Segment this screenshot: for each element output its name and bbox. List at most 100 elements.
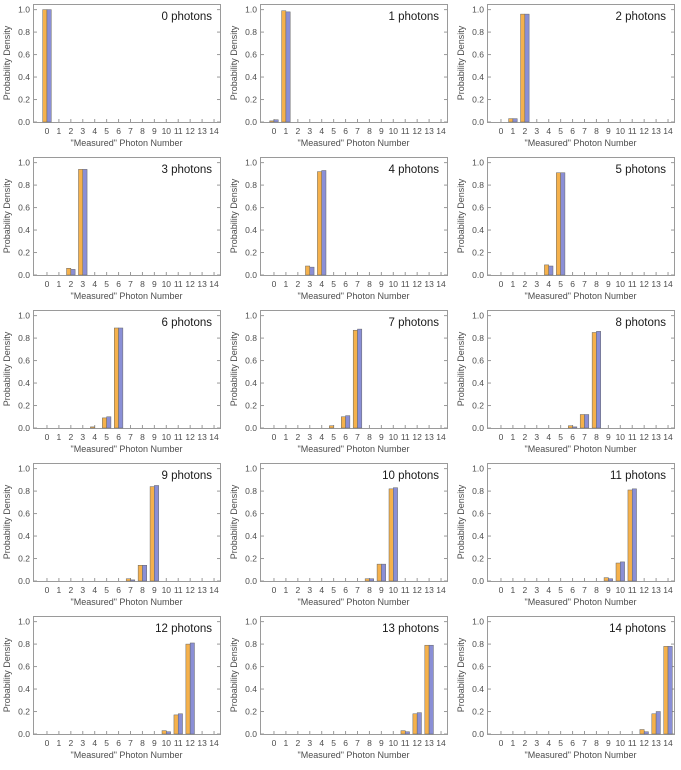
- bar-series-a: [137, 565, 143, 582]
- y-tick-label: 1.0: [18, 464, 30, 474]
- y-tick-label: 1.0: [245, 5, 257, 15]
- panel-title: 9 photons: [161, 470, 212, 482]
- x-tick-label: 12: [185, 585, 195, 595]
- x-tick-label: 11: [401, 738, 410, 748]
- x-tick-label: 1: [511, 126, 516, 136]
- plot-frame: [260, 157, 448, 276]
- bar-series-a: [341, 416, 346, 429]
- x-tick-label: 1: [57, 585, 62, 595]
- x-tick-label: 3: [80, 585, 85, 595]
- y-tick-label: 0.2: [472, 401, 484, 411]
- bar-series-a: [615, 562, 621, 582]
- plot-frame: [33, 310, 221, 429]
- x-tick-label: 1: [57, 738, 62, 748]
- bar-series-a: [400, 730, 406, 735]
- bar-series-a: [663, 646, 669, 735]
- bar-series-a: [412, 713, 418, 735]
- bar-series-b: [166, 731, 171, 735]
- y-tick-label: 0.2: [472, 554, 484, 564]
- x-tick-label: 8: [594, 432, 599, 442]
- plot-frame: [487, 310, 675, 429]
- x-tick-label: 14: [436, 738, 446, 748]
- x-tick-label: 5: [104, 279, 109, 289]
- x-axis-label: "Measured" Photon Number: [525, 138, 637, 148]
- x-tick-label: 6: [116, 279, 121, 289]
- x-tick-label: 8: [140, 432, 145, 442]
- bar-series-b: [345, 415, 351, 429]
- x-tick-label: 1: [511, 738, 516, 748]
- y-tick-label: 0.4: [245, 72, 257, 82]
- x-tick-label: 12: [185, 738, 195, 748]
- bar-series-b: [321, 170, 327, 276]
- y-tick-label: 0.2: [18, 554, 30, 564]
- y-tick-label: 0.6: [245, 509, 257, 519]
- x-axis-label: "Measured" Photon Number: [71, 750, 183, 760]
- plot-frame: [260, 463, 448, 582]
- y-axis-label: Probability Density: [2, 484, 12, 559]
- y-tick-label: 1.0: [245, 464, 257, 474]
- x-tick-label: 9: [379, 738, 384, 748]
- y-axis-label: Probability Density: [456, 25, 466, 100]
- bar-series-a: [579, 414, 585, 429]
- x-tick-label: 8: [367, 585, 372, 595]
- x-tick-label: 4: [92, 585, 97, 595]
- x-tick-label: 10: [162, 432, 172, 442]
- x-tick-label: 10: [389, 279, 399, 289]
- y-tick-label: 0.8: [18, 486, 30, 496]
- x-tick-label: 13: [424, 432, 434, 442]
- x-tick-label: 10: [389, 738, 399, 748]
- x-tick-label: 3: [307, 432, 312, 442]
- x-tick-label: 6: [570, 585, 575, 595]
- x-tick-label: 1: [284, 432, 289, 442]
- y-tick-label: 1.0: [245, 158, 257, 168]
- x-tick-label: 9: [152, 432, 157, 442]
- chart-panel: 0.00.20.40.60.81.00 1 2 3 4 5 6 7 8 9 10 11 12 13 1413…: [229, 616, 448, 760]
- x-tick-label: 8: [140, 126, 145, 136]
- x-tick-label: 8: [594, 738, 599, 748]
- x-tick-label: 13: [651, 585, 661, 595]
- x-tick-label: 7: [355, 432, 360, 442]
- bar-series-b: [369, 578, 374, 582]
- x-axis-label: "Measured" Photon Number: [71, 138, 183, 148]
- plot-frame: [260, 4, 448, 123]
- x-tick-label: 11: [401, 126, 410, 136]
- y-tick-label: 0.8: [245, 180, 257, 190]
- x-tick-label: 8: [140, 738, 145, 748]
- x-tick-label: 4: [319, 585, 324, 595]
- x-tick-label: 11: [628, 432, 637, 442]
- panel-title: 12 photons: [155, 623, 212, 635]
- bar-series-b: [596, 331, 601, 429]
- x-tick-label: 5: [104, 738, 109, 748]
- bar-series-b: [118, 327, 124, 429]
- y-tick-label: 0.0: [18, 117, 30, 127]
- x-tick-label: 2: [295, 585, 300, 595]
- plot-frame: [33, 4, 221, 123]
- y-tick-label: 0.8: [472, 486, 484, 496]
- x-tick-label: 7: [582, 585, 587, 595]
- x-tick-label: 6: [116, 738, 121, 748]
- bar-series-a: [352, 329, 358, 429]
- bar-series-b: [142, 565, 147, 582]
- y-axis-label: Probability Density: [2, 637, 12, 712]
- x-tick-label: 10: [616, 279, 626, 289]
- bar-series-b: [177, 713, 183, 735]
- x-tick-label: 5: [331, 585, 336, 595]
- x-tick-label: 14: [436, 279, 446, 289]
- y-tick-label: 0.4: [245, 378, 257, 388]
- y-tick-label: 0.2: [472, 95, 484, 105]
- x-tick-label: 7: [128, 738, 133, 748]
- chart-panel: 0.00.20.40.60.81.00 1 2 3 4 5 6 7 8 9 10 11 12 13 146 …: [2, 310, 221, 454]
- x-tick-label: 10: [616, 585, 626, 595]
- x-tick-label: 12: [412, 432, 422, 442]
- y-tick-label: 1.0: [472, 617, 484, 627]
- x-tick-label: 14: [663, 126, 673, 136]
- bar-series-b: [273, 119, 279, 123]
- x-tick-label: 4: [92, 738, 97, 748]
- panel-title: 3 photons: [161, 164, 212, 176]
- x-tick-label: 13: [424, 126, 434, 136]
- x-tick-label: 4: [92, 279, 97, 289]
- y-tick-label: 0.0: [245, 270, 257, 280]
- bar-series-b: [643, 731, 649, 735]
- x-tick-label: 3: [80, 279, 85, 289]
- bar-series-b: [572, 426, 578, 429]
